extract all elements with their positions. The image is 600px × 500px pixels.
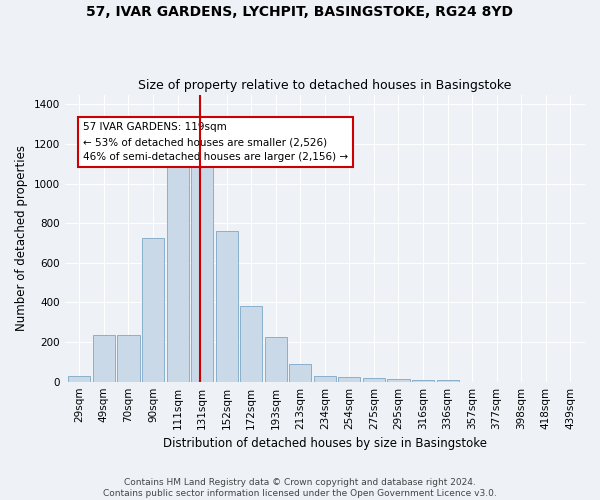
Bar [265,337,287,382]
Bar [118,335,140,382]
Bar [289,364,311,382]
Bar [240,306,262,382]
Bar [338,376,361,382]
Text: 57, IVAR GARDENS, LYCHPIT, BASINGSTOKE, RG24 8YD: 57, IVAR GARDENS, LYCHPIT, BASINGSTOKE, … [86,5,514,19]
Bar [437,380,458,382]
Text: 57 IVAR GARDENS: 119sqm
← 53% of detached houses are smaller (2,526)
46% of semi: 57 IVAR GARDENS: 119sqm ← 53% of detache… [83,122,348,162]
Y-axis label: Number of detached properties: Number of detached properties [15,145,28,331]
Bar [314,376,336,382]
Bar [388,378,410,382]
Bar [167,161,188,382]
Bar [412,380,434,382]
Bar [215,231,238,382]
Title: Size of property relative to detached houses in Basingstoke: Size of property relative to detached ho… [138,79,512,92]
Bar [142,238,164,382]
Bar [191,160,213,382]
Bar [93,335,115,382]
Bar [68,376,91,382]
Bar [363,378,385,382]
Text: Contains HM Land Registry data © Crown copyright and database right 2024.
Contai: Contains HM Land Registry data © Crown c… [103,478,497,498]
X-axis label: Distribution of detached houses by size in Basingstoke: Distribution of detached houses by size … [163,437,487,450]
